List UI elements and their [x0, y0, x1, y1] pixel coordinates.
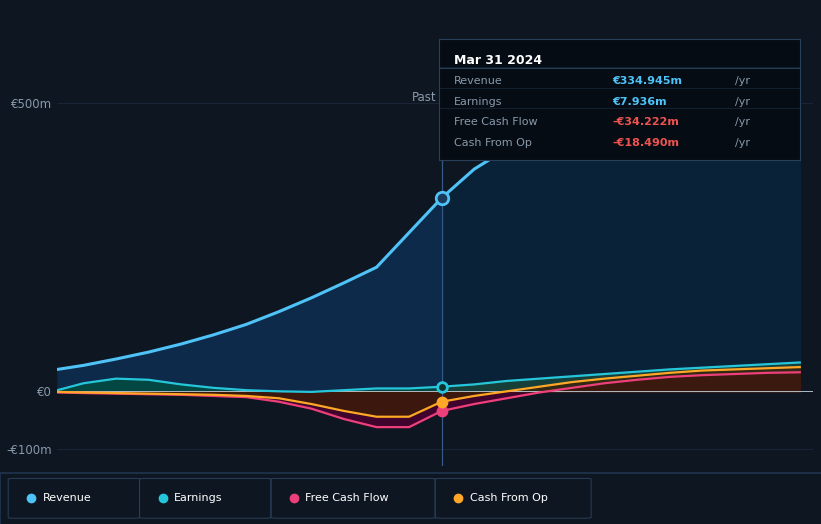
Text: /yr: /yr [736, 138, 750, 148]
Text: Analysts Forecasts: Analysts Forecasts [447, 91, 557, 104]
Text: Free Cash Flow: Free Cash Flow [454, 117, 537, 127]
Text: Earnings: Earnings [174, 493, 222, 503]
Text: Cash From Op: Cash From Op [454, 138, 531, 148]
Text: Revenue: Revenue [454, 77, 502, 86]
Text: -€18.490m: -€18.490m [612, 138, 680, 148]
Text: Revenue: Revenue [43, 493, 91, 503]
Text: Earnings: Earnings [454, 97, 502, 107]
Text: €7.936m: €7.936m [612, 97, 667, 107]
Text: /yr: /yr [736, 77, 750, 86]
Text: -€34.222m: -€34.222m [612, 117, 680, 127]
Text: Cash From Op: Cash From Op [470, 493, 548, 503]
Text: Mar 31 2024: Mar 31 2024 [454, 54, 542, 67]
Text: Free Cash Flow: Free Cash Flow [305, 493, 389, 503]
Text: /yr: /yr [736, 97, 750, 107]
Text: €334.945m: €334.945m [612, 77, 682, 86]
Text: Past: Past [412, 91, 437, 104]
Text: /yr: /yr [736, 117, 750, 127]
